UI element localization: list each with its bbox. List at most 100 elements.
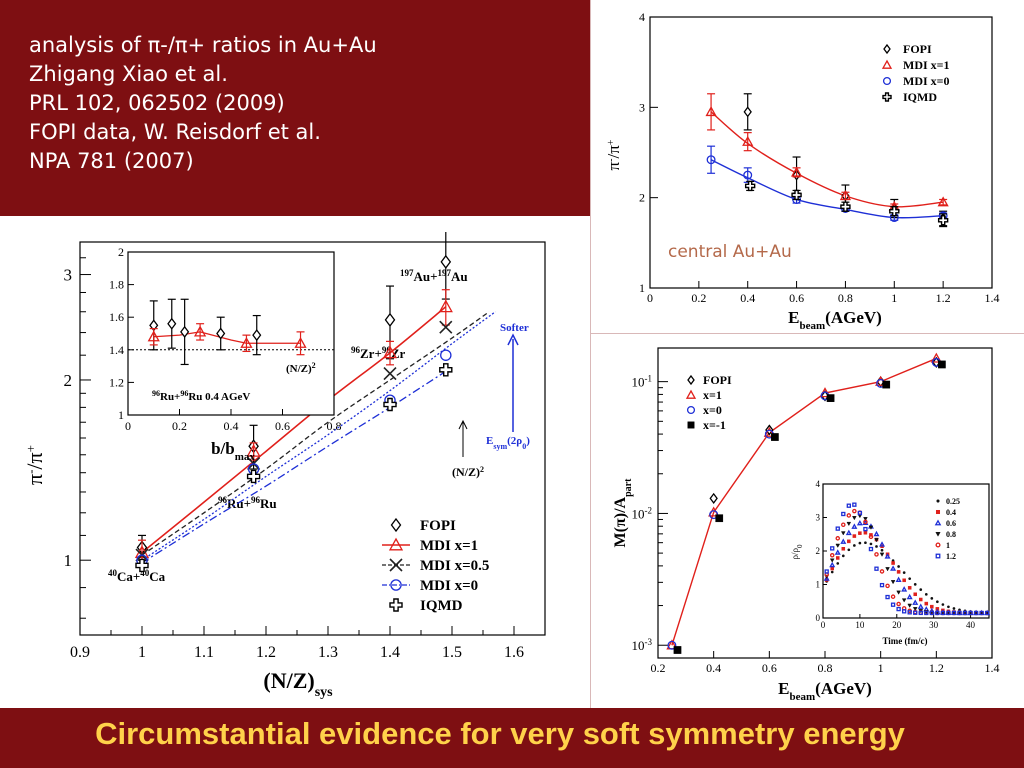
legend-label: x=-1 (703, 418, 726, 432)
panel-divider-vertical (590, 0, 591, 708)
inset-reference-label: (N/Z)2 (286, 361, 316, 376)
data-point (875, 545, 878, 548)
softer-annotation: Softer (500, 322, 529, 334)
data-point (863, 517, 868, 522)
legend-marker (685, 389, 697, 399)
data-point (917, 603, 924, 609)
data-point (902, 578, 906, 583)
legend-label: x=0 (703, 403, 722, 417)
data-point (906, 593, 913, 600)
series-line-x1 (671, 357, 937, 646)
data-point (882, 380, 891, 389)
x-tick-label: 0 (821, 620, 826, 630)
x-tick-label: 20 (892, 620, 902, 630)
data-point (744, 180, 756, 192)
data-point (839, 190, 852, 201)
data-point (135, 558, 149, 573)
data-point (884, 553, 891, 559)
x-tick-label: 0.4 (224, 419, 239, 433)
inset-frame (791, 478, 991, 626)
x-tick-label: 0.8 (818, 661, 833, 675)
data-point (890, 602, 896, 607)
data-point (829, 558, 835, 563)
x-tick-label: 0.2 (651, 661, 666, 675)
x-tick-label: 1.2 (936, 291, 951, 305)
data-point (924, 610, 929, 616)
data-point (897, 565, 900, 568)
legend-label: 1 (946, 541, 950, 550)
data-point (924, 592, 928, 596)
data-point (835, 536, 841, 541)
data-point (841, 554, 845, 558)
data-point (790, 166, 803, 177)
legend-marker (687, 374, 695, 386)
data-point (856, 519, 863, 526)
y-axis-label: M(π)/Apart (612, 478, 634, 548)
plot-frame (649, 16, 993, 289)
data-point (890, 580, 896, 585)
legend-marker (935, 542, 941, 548)
reference-line: PRL 102, 062502 (2009) (29, 91, 285, 115)
data-point (829, 561, 836, 568)
data-point (868, 525, 874, 530)
data-point (918, 597, 923, 602)
legend-marker (390, 517, 402, 533)
data-point (440, 349, 452, 361)
data-point (830, 570, 834, 574)
x-tick-label: 0.4 (740, 291, 755, 305)
series-line-mdi-x1 (141, 306, 447, 554)
legend: FOPI MDI x=1 MDI x=0.5 MDI x=0 IQMD (382, 517, 489, 614)
x-tick-label: 1.6 (504, 644, 524, 661)
data-point (896, 601, 901, 607)
data-point (706, 155, 716, 165)
legend-marker (936, 499, 940, 503)
legend-label: IQMD (903, 90, 937, 104)
data-point (907, 610, 912, 615)
data-point (673, 646, 682, 654)
data-point (847, 539, 851, 544)
legend-marker (935, 553, 941, 559)
data-point (885, 583, 890, 589)
data-point (863, 526, 868, 532)
x-tick-label: 10 (855, 620, 865, 630)
data-point (951, 610, 957, 616)
data-point (891, 561, 895, 565)
data-point (440, 254, 452, 269)
data-point (868, 534, 874, 540)
data-point (845, 529, 852, 536)
data-point (885, 567, 890, 572)
inset-legend: 0.25 0.4 0.6 0.8 1 1.2 (934, 497, 960, 561)
data-point (896, 590, 901, 595)
data-point (771, 433, 779, 441)
x-tick-label: 0.6 (275, 419, 290, 433)
legend: FOPI MDI x=1 MDI x=0 IQMD (881, 42, 950, 104)
data-point (180, 325, 190, 338)
series-line-mdi-x0 (141, 311, 496, 561)
plot-frame (79, 241, 546, 636)
data-point (852, 534, 857, 538)
data-point (763, 426, 775, 437)
legend-label: IQMD (420, 598, 463, 614)
x-tick-label: 0.8 (327, 419, 342, 433)
data-point (858, 541, 862, 545)
data-point (957, 610, 962, 616)
y-tick-label: 10-3 (632, 637, 653, 653)
x-tick-label: 40 (966, 620, 976, 630)
x-tick-label: 1.4 (985, 661, 1000, 675)
x-tick-label: 0 (647, 291, 653, 305)
reference-line: Zhigang Xiao et al. (29, 62, 228, 86)
data-point (715, 514, 724, 523)
y-tick-label: 4 (816, 479, 821, 489)
x-axis-label: Ebeam(AGeV) (788, 308, 882, 330)
y-axis-label: π-/π+ (604, 139, 623, 170)
x-tick-label: 1.2 (256, 644, 276, 661)
legend-marker (390, 579, 402, 591)
legend-marker (882, 76, 892, 86)
slide-title: Circumstantial evidence for very soft sy… (95, 716, 905, 751)
data-point (902, 571, 906, 574)
top-right-chart: π-/π+ Ebeam(AGeV) central Au+Au FOPI MDI … (604, 10, 1000, 330)
data-point (880, 548, 884, 552)
data-point (979, 610, 984, 616)
data-point (743, 170, 753, 180)
